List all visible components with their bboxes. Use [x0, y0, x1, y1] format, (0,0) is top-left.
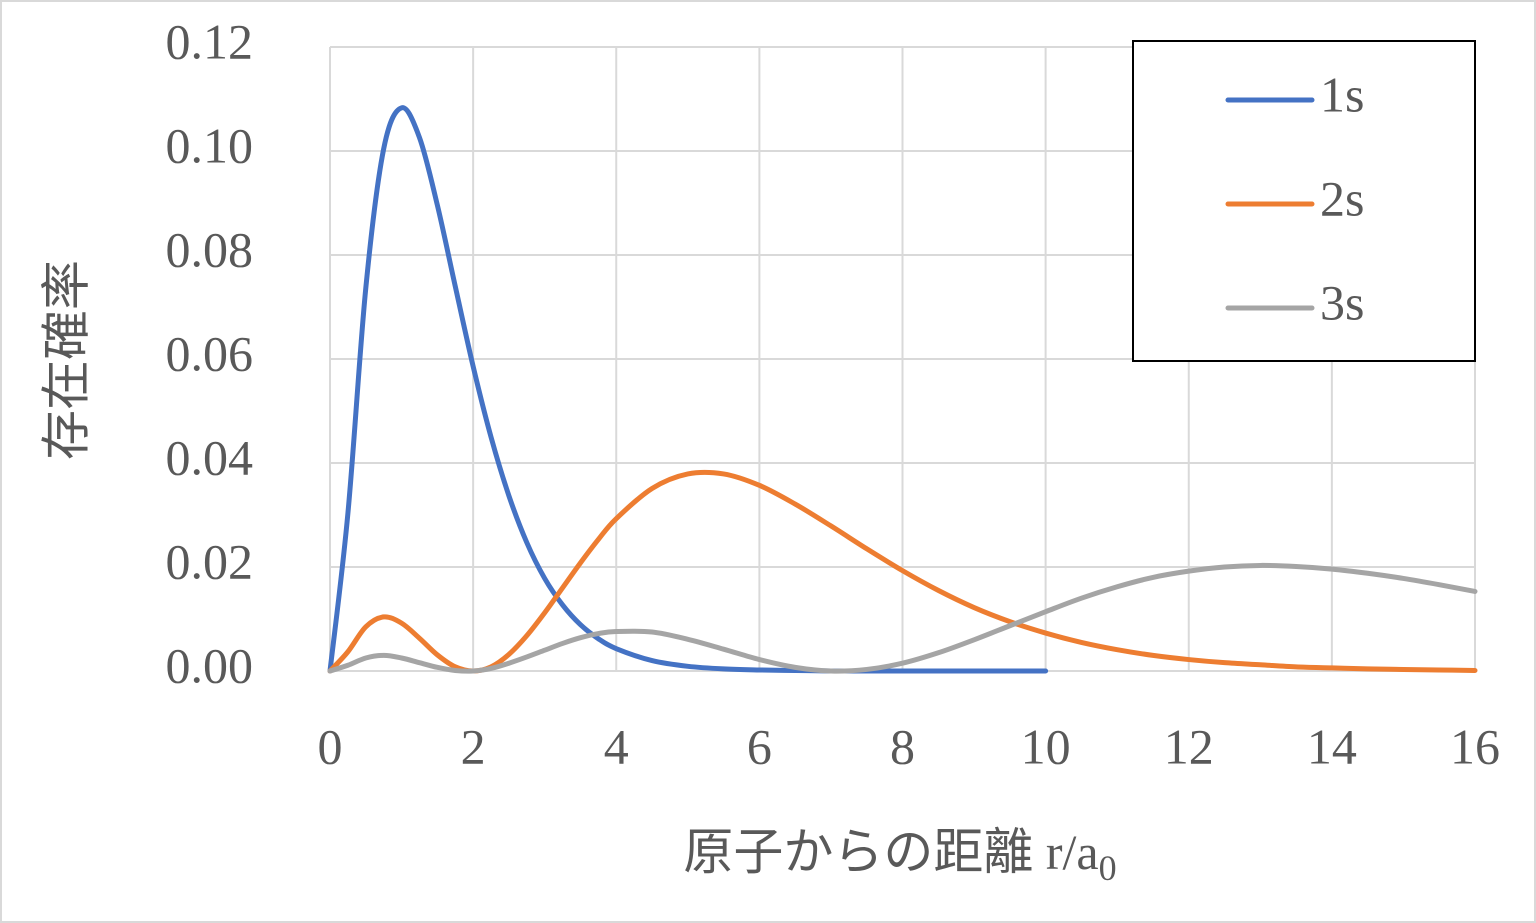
x-tick-label: 8 — [890, 718, 915, 774]
y-tick-label: 0.04 — [166, 429, 254, 485]
legend-box — [1132, 40, 1476, 362]
legend-label: 3s — [1320, 274, 1364, 330]
y-tick-label: 0.12 — [166, 13, 254, 69]
series-line — [327, 469, 1478, 674]
legend-label: 2s — [1320, 170, 1364, 226]
y-tick-label: 0.00 — [166, 637, 254, 693]
x-tick-label: 14 — [1307, 718, 1357, 774]
x-tick-label: 12 — [1164, 718, 1214, 774]
y-tick-label: 0.06 — [166, 325, 254, 381]
y-tick-label: 0.10 — [166, 117, 254, 173]
y-tick-label: 0.08 — [166, 221, 254, 277]
y-axis-label: 存在確率 — [38, 260, 94, 460]
x-tick-label: 0 — [318, 718, 343, 774]
x-tick-label: 10 — [1021, 718, 1071, 774]
x-tick-label: 4 — [604, 718, 629, 774]
x-axis-label: 原子からの距離 r/a0 — [683, 824, 1116, 888]
series-line — [327, 562, 1478, 674]
x-tick-label: 16 — [1450, 718, 1500, 774]
x-tick-label: 6 — [747, 718, 772, 774]
x-axis-label-subscript: 0 — [1099, 848, 1117, 888]
x-tick-label: 2 — [461, 718, 486, 774]
x-axis-label-text: 原子からの距離 r/a — [683, 824, 1098, 880]
y-tick-label: 0.02 — [166, 533, 254, 589]
legend-label: 1s — [1320, 66, 1364, 122]
